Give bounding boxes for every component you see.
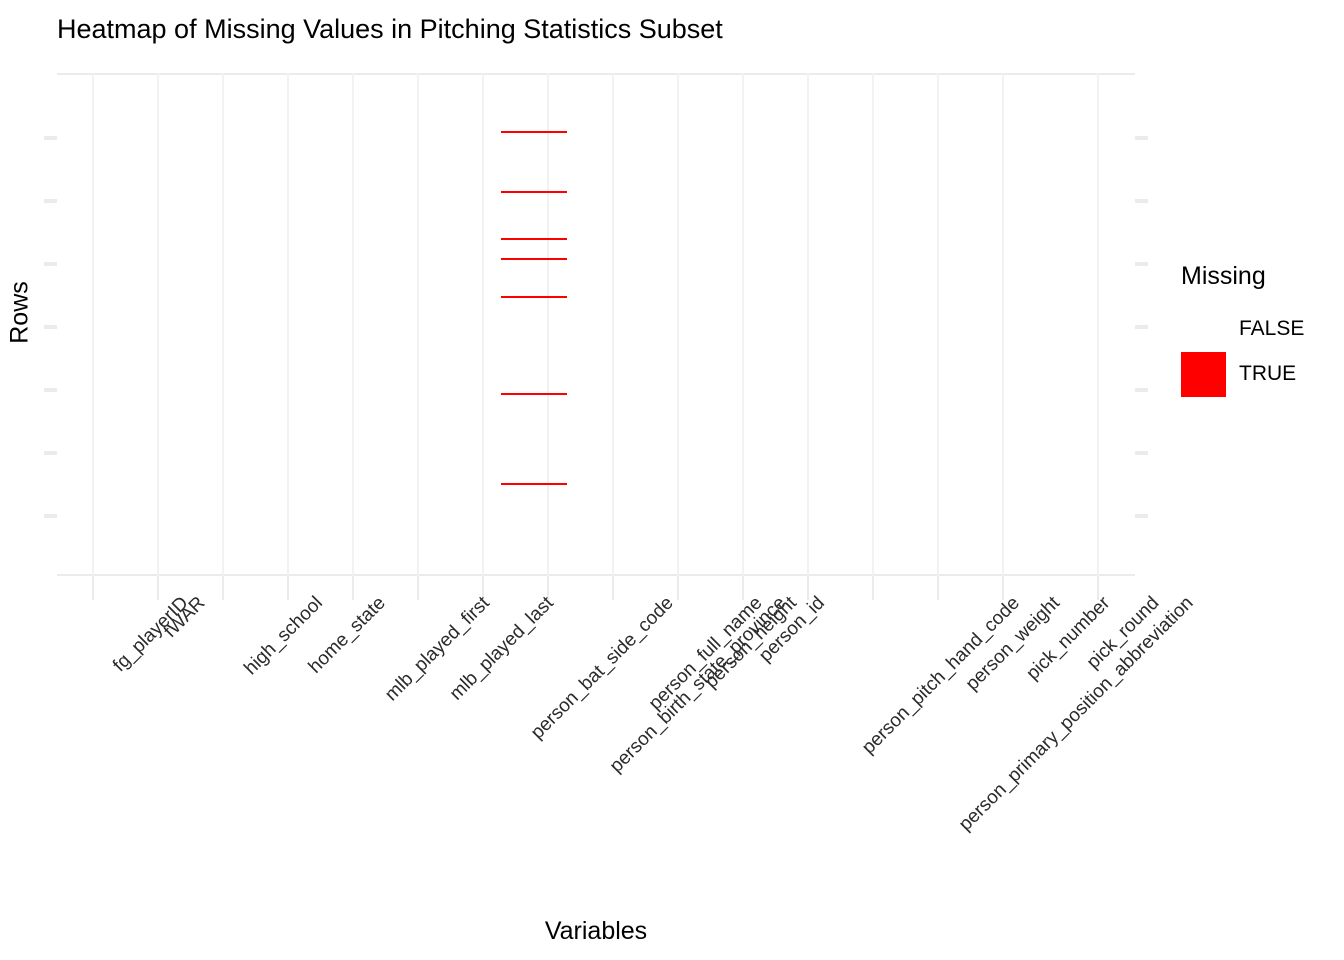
y-axis-tick xyxy=(44,136,57,140)
missing-value-mark xyxy=(501,483,567,485)
x-axis-tick-label-text: pick_round xyxy=(1082,592,1164,674)
missing-value-mark xyxy=(501,296,567,298)
missing-value-mark xyxy=(501,238,567,240)
gridline-vertical xyxy=(157,73,159,576)
x-axis-tick xyxy=(417,576,419,600)
y-axis-tick xyxy=(44,451,57,455)
x-axis-tick-label-text: home_state xyxy=(304,592,390,678)
x-axis-tick xyxy=(612,576,614,600)
x-axis-tick-label: person_full_name xyxy=(644,592,767,715)
y-axis-tick xyxy=(1135,262,1148,266)
y-axis-tick xyxy=(44,325,57,329)
x-axis-tick-label-text: person_birth_state_province xyxy=(605,592,791,777)
x-axis-tick-label-text: mlb_played_first xyxy=(381,592,494,706)
x-axis-tick-label-text: fWAR xyxy=(159,592,210,643)
gridline-vertical xyxy=(92,73,94,576)
x-axis-tick-label: mlb_played_last xyxy=(445,592,558,705)
x-axis-tick xyxy=(157,576,159,600)
x-axis-tick-label-text: person_height xyxy=(700,592,801,693)
x-axis-tick-label: mlb_played_first xyxy=(381,592,494,706)
x-axis-tick xyxy=(287,576,289,600)
x-axis-tick xyxy=(1002,576,1004,600)
x-axis-tick xyxy=(872,576,874,600)
x-axis-tick-label: person_bat_side_code xyxy=(526,592,678,744)
x-axis-tick-label-text: person_pitch_hand_code xyxy=(858,592,1024,759)
missing-value-mark xyxy=(501,131,567,133)
x-axis-tick-label: fWAR xyxy=(159,592,210,643)
gridline-vertical xyxy=(1002,73,1004,576)
legend-item-false[interactable]: FALSE xyxy=(1181,307,1344,352)
gridline-vertical xyxy=(287,73,289,576)
gridline-vertical xyxy=(1097,73,1099,576)
x-axis-tick-label-text: person_full_name xyxy=(644,592,767,715)
x-axis-tick xyxy=(1097,576,1099,600)
x-axis-tick-label: person_birth_state_province xyxy=(605,592,791,777)
x-axis-tick xyxy=(352,576,354,600)
y-axis-tick xyxy=(44,514,57,518)
x-axis-tick-label: pick_number xyxy=(1022,592,1115,685)
legend-item-true[interactable]: TRUE xyxy=(1181,352,1344,397)
gridline-vertical xyxy=(872,73,874,576)
y-axis-tick xyxy=(1135,199,1148,203)
x-axis-tick-label-text: mlb_played_last xyxy=(445,592,558,705)
x-axis-tick-label: pick_round xyxy=(1082,592,1164,674)
gridline-vertical xyxy=(417,73,419,576)
x-axis-tick xyxy=(482,576,484,600)
y-axis-tick xyxy=(1135,325,1148,329)
x-axis-tick-label: person_height xyxy=(700,592,801,693)
y-axis-tick xyxy=(44,388,57,392)
x-axis-tick-label: fg_playerID xyxy=(109,592,193,677)
legend-swatch-true xyxy=(1181,352,1226,397)
x-axis-tick xyxy=(547,576,549,600)
x-axis-tick-label: home_state xyxy=(304,592,390,678)
x-axis-tick-label: person_primary_position_abbreviation xyxy=(954,592,1198,836)
x-axis-tick-label-text: person_bat_side_code xyxy=(526,592,678,744)
missing-value-mark xyxy=(501,191,567,193)
x-axis-tick xyxy=(937,576,939,600)
gridline-vertical xyxy=(807,73,809,576)
gridline-vertical xyxy=(677,73,679,576)
y-axis-tick xyxy=(1135,514,1148,518)
x-axis-tick-label-text: person_weight xyxy=(961,592,1065,695)
y-axis-tick xyxy=(44,199,57,203)
legend-title: Missing xyxy=(1181,262,1266,290)
gridline-vertical xyxy=(547,73,549,576)
x-axis-tick-label: person_id xyxy=(755,592,829,667)
y-axis-tick xyxy=(44,262,57,266)
gridline-vertical xyxy=(612,73,614,576)
x-axis-tick-label-text: fg_playerID xyxy=(109,592,193,677)
y-axis-tick xyxy=(1135,451,1148,455)
y-axis-title: Rows xyxy=(5,281,34,344)
x-axis-tick-label-text: pick_number xyxy=(1022,592,1115,685)
y-axis-tick xyxy=(1135,388,1148,392)
x-axis-tick-label-text: high_school xyxy=(240,592,327,680)
x-axis-tick xyxy=(92,576,94,600)
panel-bottom-edge xyxy=(57,574,1135,576)
x-axis-tick-label: high_school xyxy=(240,592,327,680)
gridline-vertical xyxy=(222,73,224,576)
gridline-vertical xyxy=(352,73,354,576)
legend-label-true: TRUE xyxy=(1239,362,1297,385)
missing-value-mark xyxy=(501,258,567,260)
gridline-vertical xyxy=(482,73,484,576)
x-axis-tick-label-text: person_id xyxy=(755,592,829,667)
plot-panel xyxy=(44,73,1148,600)
x-axis-tick-label: person_pitch_hand_code xyxy=(858,592,1024,759)
y-axis-tick xyxy=(1135,136,1148,140)
x-axis-tick xyxy=(807,576,809,600)
legend-label-false: FALSE xyxy=(1239,317,1305,340)
x-axis-title: Variables xyxy=(544,917,648,945)
x-axis-tick xyxy=(742,576,744,600)
x-axis-tick xyxy=(222,576,224,600)
x-axis-tick xyxy=(677,576,679,600)
x-axis-tick-label: person_weight xyxy=(961,592,1065,695)
missing-value-mark xyxy=(501,393,567,395)
x-axis-tick-label-text: person_primary_position_abbreviation xyxy=(954,592,1198,836)
legend-swatch-false xyxy=(1181,307,1226,352)
gridline-vertical xyxy=(937,73,939,576)
gridline-vertical xyxy=(742,73,744,576)
chart-title: Heatmap of Missing Values in Pitching St… xyxy=(57,14,723,44)
panel-top-edge xyxy=(57,73,1135,75)
